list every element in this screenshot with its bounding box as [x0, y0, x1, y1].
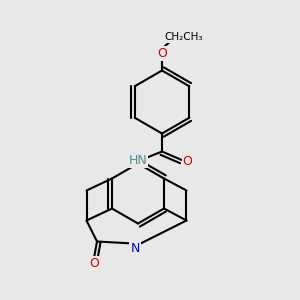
Text: O: O	[157, 47, 167, 61]
Text: O: O	[89, 257, 99, 270]
Text: CH₂CH₃: CH₂CH₃	[165, 32, 203, 42]
Text: O: O	[183, 155, 192, 168]
Text: N: N	[130, 242, 140, 256]
Text: HN: HN	[129, 154, 147, 167]
